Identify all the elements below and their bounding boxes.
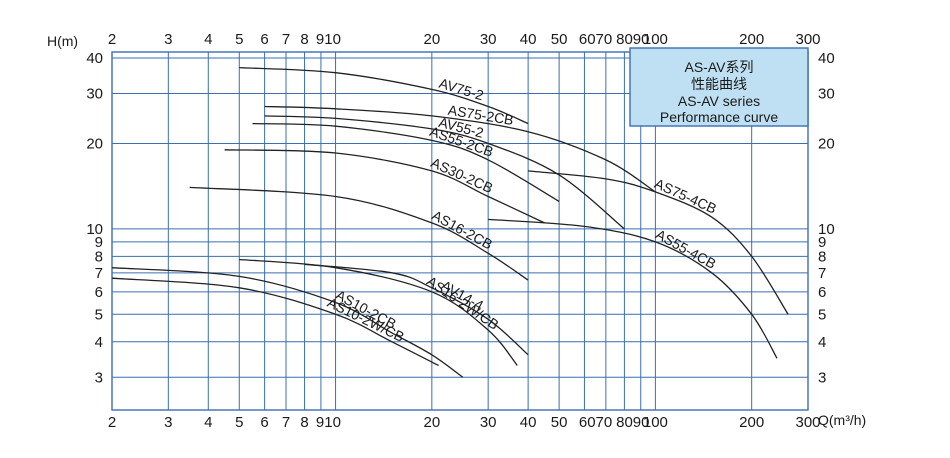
y-tick-right-label: 3 [818, 369, 826, 386]
y-tick-right-label: 8 [818, 248, 826, 265]
y-tick-left-label: 40 [86, 50, 103, 67]
x-tick-top-label: 7 [282, 31, 290, 48]
x-tick-bottom-label: 200 [739, 414, 764, 431]
x-tick-bottom-label: 20 [423, 414, 440, 431]
pump-curves [111, 66, 789, 378]
y-tick-right-label: 10 [818, 221, 835, 238]
x-tick-bottom-label: 4 [204, 414, 212, 431]
curve-line [488, 218, 778, 359]
x-tick-bottom-label: 50 [551, 414, 568, 431]
x-tick-top-label: 30 [480, 31, 497, 48]
x-tick-top-label: 100 [643, 31, 668, 48]
y-tick-left-label: 7 [95, 265, 103, 282]
y-tick-right-label: 9 [818, 234, 826, 251]
x-tick-bottom-label: 6070 [579, 414, 612, 431]
x-tick-bottom-label: 30 [480, 414, 497, 431]
y-axis-title: H(m) [47, 33, 78, 49]
x-tick-bottom-label: 7 [282, 414, 290, 431]
curve-line [224, 149, 545, 224]
x-tick-top-label: 200 [739, 31, 764, 48]
y-tick-left-label: 10 [86, 221, 103, 238]
x-tick-top-label: 50 [551, 31, 568, 48]
curve-label: AS75-4CB [652, 175, 719, 217]
x-tick-top-label: 4 [204, 31, 212, 48]
legend-line-3: AS-AV series [678, 93, 760, 109]
x-tick-bottom-label: 3 [164, 414, 172, 431]
curve-line [264, 115, 625, 230]
legend-box-background [629, 47, 809, 127]
curve-label: AV75-2 [437, 75, 486, 104]
x-tick-bottom-label: 2 [108, 414, 116, 431]
x-tick-top-label: 5 [235, 31, 243, 48]
grid-lines [111, 51, 809, 411]
legend-line-2: 性能曲线 [691, 76, 747, 92]
curve-line [189, 186, 529, 281]
legend-line-4: Performance curve [660, 109, 778, 125]
curve-line [264, 105, 656, 193]
x-tick-top-label: 8 [300, 31, 308, 48]
x-tick-bottom-label: 300 [795, 414, 820, 431]
x-tick-bottom-label: 8 [300, 414, 308, 431]
x-tick-bottom-label: 5 [235, 414, 243, 431]
curve-line [239, 258, 518, 366]
legend-box: AS-AV系列 性能曲线 AS-AV series Performance cu… [629, 47, 809, 127]
x-tick-top-label: 6070 [579, 31, 612, 48]
y-tick-left-label: 5 [95, 306, 103, 323]
x-tick-top-label: 300 [795, 31, 820, 48]
x-tick-top-label: 6 [260, 31, 268, 48]
y-tick-left-label: 30 [86, 85, 103, 102]
x-tick-top-label: 20 [423, 31, 440, 48]
y-tick-right-label: 30 [818, 85, 835, 102]
x-tick-top-label: 8090 [616, 31, 649, 48]
x-tick-top-label: 40 [520, 31, 537, 48]
curve-line [111, 267, 464, 378]
y-tick-left-label: 3 [95, 369, 103, 386]
curve-label: AS30-2CB [429, 154, 496, 196]
curve-line [528, 170, 789, 315]
x-tick-bottom-label: 100 [643, 414, 668, 431]
y-tick-right-label: 5 [818, 306, 826, 323]
x-tick-top-label: 2 [108, 31, 116, 48]
legend-line-1: AS-AV系列 [685, 59, 754, 75]
y-tick-right-label: 20 [818, 135, 835, 152]
curve-line [304, 263, 529, 356]
y-tick-right-label: 7 [818, 265, 826, 282]
x-tick-top-label: 3 [164, 31, 172, 48]
x-tick-bottom-label: 40 [520, 414, 537, 431]
x-tick-bottom-label: 8090 [616, 414, 649, 431]
y-tick-left-label: 20 [86, 135, 103, 152]
x-axis-title: Q(m³/h) [818, 412, 866, 428]
y-tick-left-label: 6 [95, 284, 103, 301]
y-tick-right-label: 6 [818, 284, 826, 301]
curve-label: AS16-2CB [429, 207, 495, 253]
y-tick-left-label: 8 [95, 248, 103, 265]
curve-line [111, 277, 439, 367]
y-tick-left-label: 9 [95, 234, 103, 251]
y-tick-right-label: 4 [818, 334, 826, 351]
curve-label: AS55-4CB [653, 226, 719, 272]
curve-line [252, 122, 560, 202]
x-tick-bottom-label: 910 [316, 414, 341, 431]
y-tick-left-label: 4 [95, 334, 103, 351]
curve-line [239, 66, 529, 125]
x-tick-bottom-label: 6 [260, 414, 268, 431]
y-tick-right-label: 40 [818, 50, 835, 67]
x-tick-top-label: 910 [316, 31, 341, 48]
